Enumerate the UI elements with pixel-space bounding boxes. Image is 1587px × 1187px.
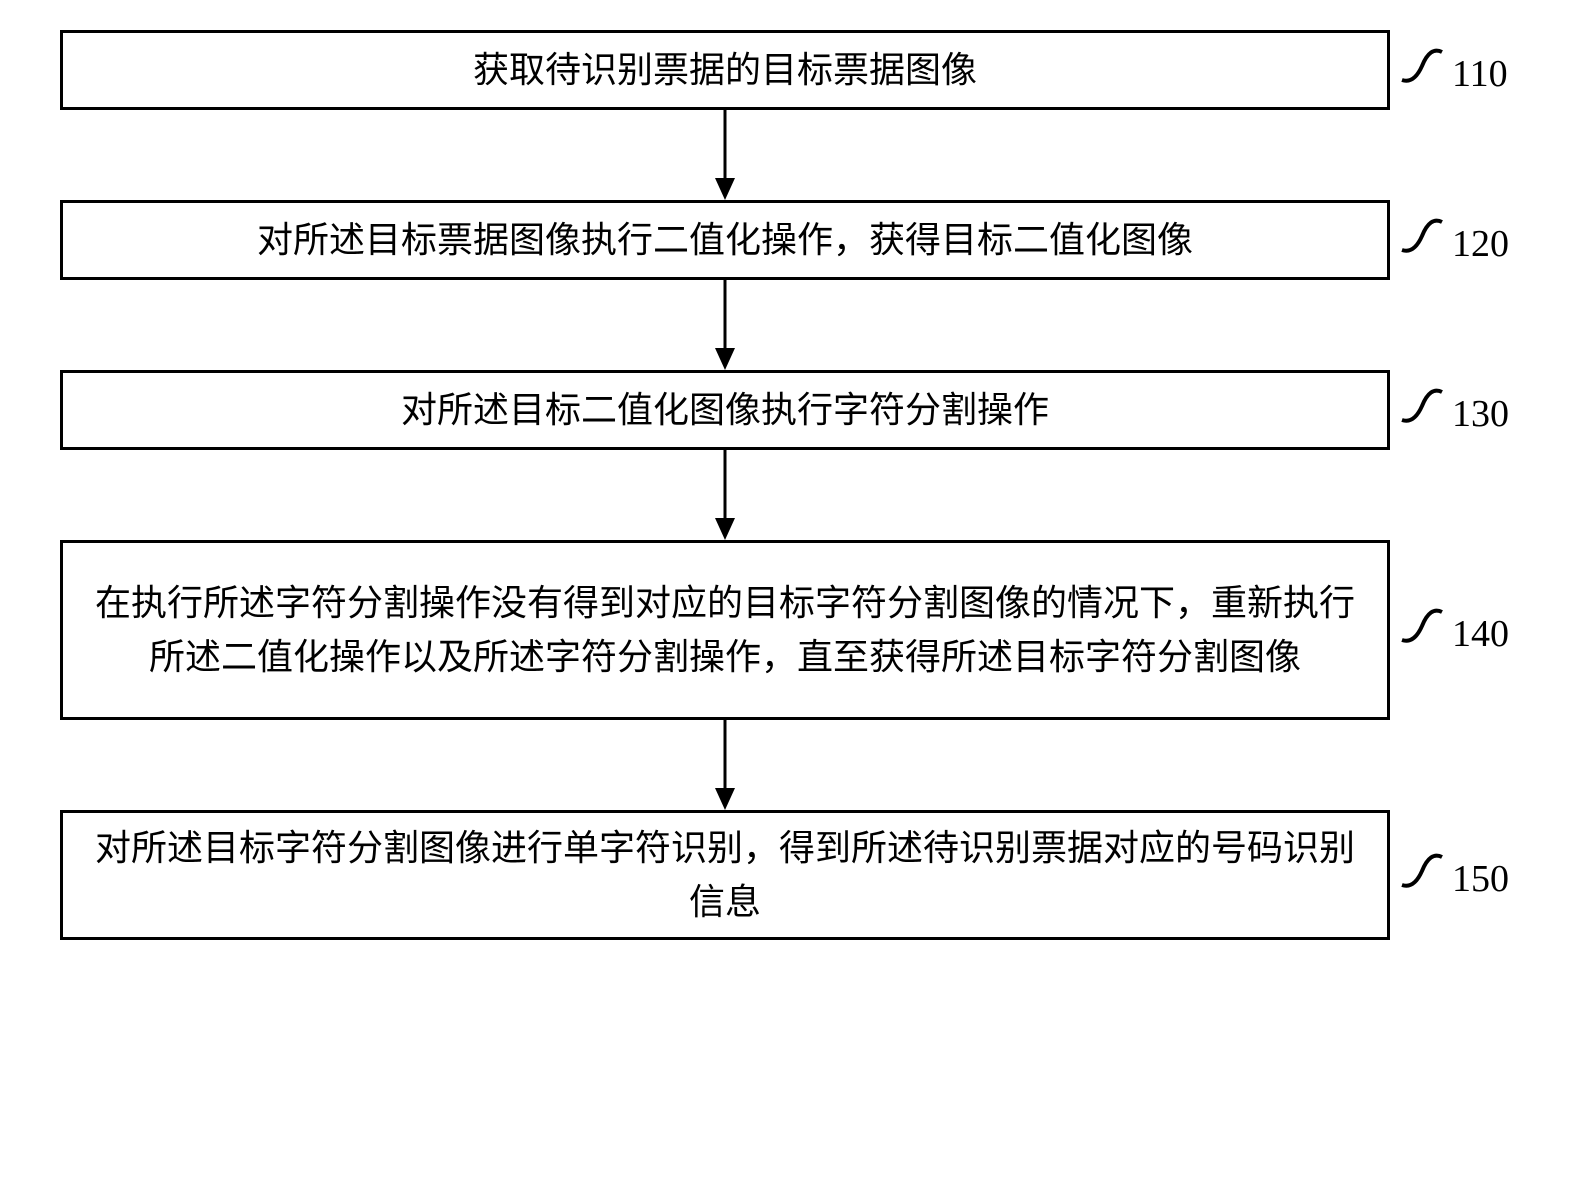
step-text-150: 对所述目标字符分割图像进行单字符识别，得到所述待识别票据对应的号码识别信息 <box>83 821 1367 929</box>
arrow-icon <box>705 280 745 370</box>
arrow-110-120 <box>60 110 1390 200</box>
curve-icon <box>1400 604 1444 646</box>
step-label-text-150: 150 <box>1452 858 1509 900</box>
step-label-text-120: 120 <box>1452 223 1509 265</box>
step-box-120: 对所述目标票据图像执行二值化操作，获得目标二值化图像 <box>60 200 1390 280</box>
step-box-140: 在执行所述字符分割操作没有得到对应的目标字符分割图像的情况下，重新执行所述二值化… <box>60 540 1390 720</box>
arrow-120-130 <box>60 280 1390 370</box>
step-row-110: 获取待识别票据的目标票据图像 110 <box>60 30 1527 110</box>
step-row-150: 对所述目标字符分割图像进行单字符识别，得到所述待识别票据对应的号码识别信息 15… <box>60 810 1527 940</box>
flowchart-container: 获取待识别票据的目标票据图像 110 对所述目标票据图像执行二值化操作，获得目标… <box>60 30 1527 940</box>
curve-icon <box>1400 44 1444 86</box>
step-text-130: 对所述目标二值化图像执行字符分割操作 <box>401 383 1049 437</box>
arrow-130-140 <box>60 450 1390 540</box>
step-row-140: 在执行所述字符分割操作没有得到对应的目标字符分割图像的情况下，重新执行所述二值化… <box>60 540 1527 720</box>
step-label-text-140: 140 <box>1452 613 1509 655</box>
step-label-150: 150 <box>1400 849 1509 901</box>
step-label-140: 140 <box>1400 604 1509 656</box>
step-box-130: 对所述目标二值化图像执行字符分割操作 <box>60 370 1390 450</box>
arrow-140-150 <box>60 720 1390 810</box>
step-text-120: 对所述目标票据图像执行二值化操作，获得目标二值化图像 <box>257 213 1193 267</box>
step-text-140: 在执行所述字符分割操作没有得到对应的目标字符分割图像的情况下，重新执行所述二值化… <box>83 576 1367 684</box>
step-label-120: 120 <box>1400 214 1509 266</box>
curve-icon <box>1400 214 1444 256</box>
step-text-110: 获取待识别票据的目标票据图像 <box>473 43 977 97</box>
arrow-icon <box>705 450 745 540</box>
step-label-130: 130 <box>1400 384 1509 436</box>
step-label-text-130: 130 <box>1452 393 1509 435</box>
arrow-icon <box>705 720 745 810</box>
step-box-150: 对所述目标字符分割图像进行单字符识别，得到所述待识别票据对应的号码识别信息 <box>60 810 1390 940</box>
arrow-icon <box>705 110 745 200</box>
step-box-110: 获取待识别票据的目标票据图像 <box>60 30 1390 110</box>
step-label-text-110: 110 <box>1452 53 1508 95</box>
step-row-130: 对所述目标二值化图像执行字符分割操作 130 <box>60 370 1527 450</box>
curve-icon <box>1400 849 1444 891</box>
curve-icon <box>1400 384 1444 426</box>
step-label-110: 110 <box>1400 44 1508 96</box>
step-row-120: 对所述目标票据图像执行二值化操作，获得目标二值化图像 120 <box>60 200 1527 280</box>
